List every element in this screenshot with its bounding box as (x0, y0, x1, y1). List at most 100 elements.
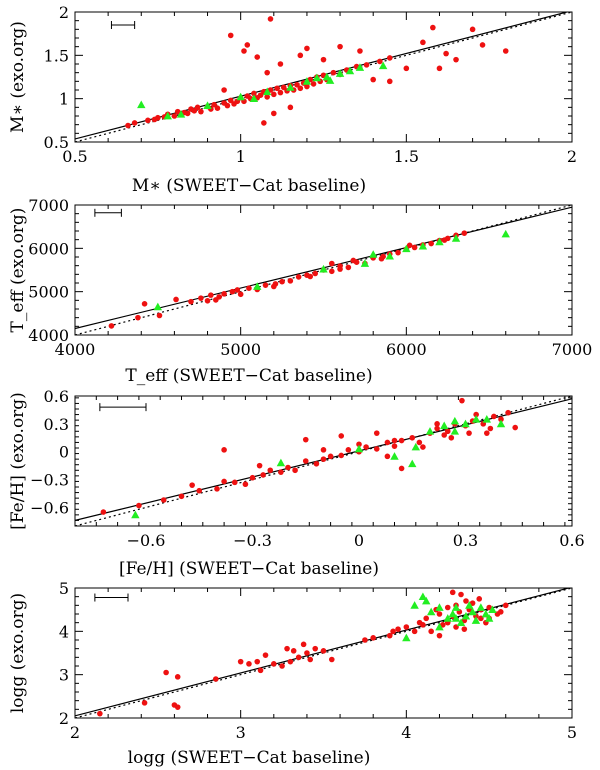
point-red-mass (271, 91, 277, 98)
point-red-logg (262, 652, 269, 658)
point-red-logg (97, 710, 103, 717)
point-red-feh (196, 487, 203, 494)
point-red-logg (449, 589, 456, 596)
point-red-mass (214, 105, 221, 111)
point-green-mass (302, 77, 312, 85)
point-green-mass (249, 94, 259, 103)
plot-area-logg: 2 3 4 5 2 3 4 5 (59, 579, 577, 742)
point-red-feh (100, 509, 107, 515)
point-red-feh (512, 424, 518, 431)
point-green-teff (435, 237, 444, 246)
point-red-mass (337, 43, 343, 50)
point-red-mass (377, 58, 383, 65)
point-red-mass (264, 94, 270, 100)
point-green-feh (471, 415, 481, 423)
point-green-feh (461, 419, 470, 428)
point-red-feh (491, 413, 497, 420)
point-red-feh (189, 482, 195, 488)
point-red-logg (469, 600, 476, 606)
point-red-logg (476, 596, 483, 602)
point-red-feh (327, 453, 334, 460)
point-red-logg (436, 611, 443, 617)
point-green-logg (422, 596, 431, 605)
point-red-teff (237, 291, 244, 298)
point-red-logg (300, 641, 307, 648)
point-red-feh (214, 486, 220, 492)
xtick-label-logg: 2 (70, 723, 80, 742)
point-green-logg (443, 614, 452, 622)
point-red-teff (272, 281, 279, 287)
plot-content-teff (75, 205, 572, 335)
point-red-mass (297, 85, 304, 92)
point-red-teff (208, 292, 214, 298)
plot-content-feh (75, 396, 572, 526)
plot-area-mass: 0.5 1 1.5 2 0.5 1 1.5 2 (44, 3, 578, 166)
point-red-mass (244, 42, 251, 48)
xtick-label-feh: 0 (354, 531, 364, 550)
point-green-teff (451, 234, 461, 242)
point-green-mass (312, 73, 322, 82)
point-red-teff (328, 268, 335, 275)
point-red-logg (271, 661, 277, 667)
ytick-label-logg: 2 (59, 709, 69, 728)
frame-mass (74, 11, 573, 143)
point-red-teff (307, 273, 314, 280)
point-red-mass (363, 62, 370, 68)
point-red-mass (198, 108, 204, 115)
point-red-feh (302, 436, 309, 443)
point-red-feh (398, 437, 405, 444)
point-red-mass (304, 45, 310, 52)
point-red-logg (486, 604, 492, 611)
point-red-logg (304, 650, 310, 656)
point-red-logg (461, 626, 468, 632)
point-green-feh (131, 510, 140, 519)
point-red-feh (391, 443, 398, 449)
point-green-mass (335, 69, 345, 77)
point-red-teff (428, 240, 434, 247)
point-green-logg (456, 618, 466, 627)
point-red-teff (441, 237, 448, 243)
point-green-mass (345, 66, 355, 75)
point-green-mass (325, 76, 335, 84)
point-red-mass (436, 65, 443, 72)
point-red-teff (234, 287, 241, 293)
point-red-feh (231, 479, 238, 486)
panel-teff: 4000 5000 6000 7000 4000 5000 6000 7000 T_eff (… (8, 196, 592, 386)
panel-feh: −0.6 −0.3 0 0.3 0.6 −0.6 −0.3 0 0.3 0.6 [Fe/H] (e… (8, 387, 585, 579)
point-red-teff (173, 296, 179, 303)
panel-logg: 2 3 4 5 2 3 4 5 logg (exo.org) logg (SWEET−Cat … (8, 579, 577, 768)
point-red-teff (156, 312, 163, 319)
point-red-feh (320, 447, 327, 453)
point-red-mass (211, 101, 217, 108)
point-red-teff (108, 323, 115, 329)
point-red-feh (256, 462, 263, 469)
point-red-mass (453, 56, 459, 63)
point-red-teff (411, 244, 418, 251)
point-red-teff (135, 314, 141, 321)
point-green-feh (496, 419, 506, 428)
point-green-logg (451, 614, 461, 622)
point-red-feh (242, 481, 249, 488)
point-red-logg (420, 622, 426, 628)
point-red-mass (310, 81, 317, 87)
ytick-label-mass: 1.5 (44, 46, 69, 65)
point-green-teff (319, 264, 328, 273)
point-green-feh (276, 458, 286, 467)
point-green-teff (385, 251, 394, 260)
point-green-mass (262, 87, 272, 96)
point-green-logg (418, 592, 428, 601)
point-red-feh (338, 433, 345, 439)
point-red-feh (434, 425, 440, 432)
point-red-mass (287, 104, 294, 111)
point-red-feh (441, 432, 448, 438)
point-red-feh (505, 409, 511, 416)
point-red-teff (229, 288, 236, 295)
point-red-teff (213, 297, 219, 303)
point-green-feh (425, 427, 435, 435)
ytick-label-teff: 4000 (28, 326, 69, 345)
point-red-feh (416, 439, 423, 446)
point-red-feh (278, 469, 284, 475)
point-red-logg (287, 658, 294, 665)
point-red-teff (395, 249, 401, 256)
point-red-feh (459, 397, 465, 404)
